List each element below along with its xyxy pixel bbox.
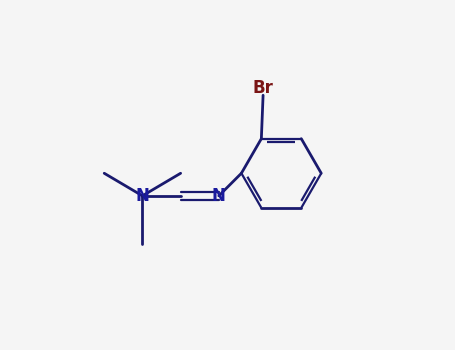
Text: N: N	[136, 187, 149, 205]
Text: N: N	[212, 187, 226, 205]
Text: Br: Br	[253, 79, 273, 97]
